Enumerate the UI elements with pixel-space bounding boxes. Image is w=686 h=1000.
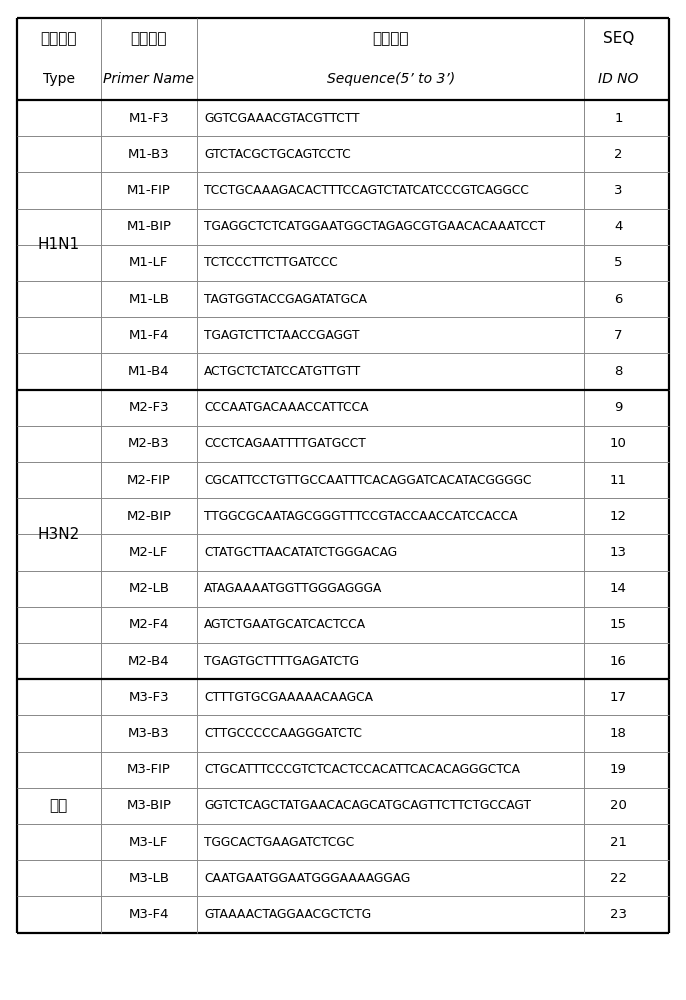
Text: H3N2: H3N2 (38, 527, 80, 542)
Text: CTGCATTTCCCGTCTCACTCCACATTCACACAGGGCTCA: CTGCATTTCCCGTCTCACTCCACATTCACACAGGGCTCA (204, 763, 520, 776)
Text: TTGGCGCAATAGCGGGTTTCCGTACCAACCATCCACCA: TTGGCGCAATAGCGGGTTTCCGTACCAACCATCCACCA (204, 510, 517, 523)
Text: TGGCACTGAAGATCTCGC: TGGCACTGAAGATCTCGC (204, 836, 354, 849)
Text: 15: 15 (610, 618, 627, 631)
Text: M2-F4: M2-F4 (128, 618, 169, 631)
Text: CTTTGTGCGAAAAACAAGCA: CTTTGTGCGAAAAACAAGCA (204, 691, 373, 704)
Text: H1N1: H1N1 (38, 237, 80, 252)
Text: 流感病毒: 流感病毒 (40, 31, 77, 46)
Text: M2-BIP: M2-BIP (126, 510, 172, 523)
Text: M2-B3: M2-B3 (128, 437, 169, 450)
Text: 乙流: 乙流 (49, 798, 68, 813)
Text: 6: 6 (614, 293, 622, 306)
Text: 3: 3 (614, 184, 623, 197)
Text: AGTCTGAATGCATCACTCCA: AGTCTGAATGCATCACTCCA (204, 618, 366, 631)
Text: M3-B3: M3-B3 (128, 727, 169, 740)
Text: CTTGCCCCCAAGGGATCTC: CTTGCCCCCAAGGGATCTC (204, 727, 362, 740)
Text: 12: 12 (610, 510, 627, 523)
Text: M2-LF: M2-LF (129, 546, 169, 559)
Text: GGTCTCAGCTATGAACACAGCATGCAGTTCTTCTGCCAGT: GGTCTCAGCTATGAACACAGCATGCAGTTCTTCTGCCAGT (204, 799, 531, 812)
Text: TCCTGCAAAGACACTTTCCAGTCTATCATCCCGTCAGGCC: TCCTGCAAAGACACTTTCCAGTCTATCATCCCGTCAGGCC (204, 184, 529, 197)
Text: TGAGGCTCTCATGGAATGGCTAGAGCGTGAACACAAATCCT: TGAGGCTCTCATGGAATGGCTAGAGCGTGAACACAAATCC… (204, 220, 545, 233)
Text: 18: 18 (610, 727, 627, 740)
Text: 11: 11 (610, 474, 627, 487)
Text: 2: 2 (614, 148, 623, 161)
Text: TAGTGGTACCGAGATATGCA: TAGTGGTACCGAGATATGCA (204, 293, 367, 306)
Text: CCCTCAGAATTTTGATGCCT: CCCTCAGAATTTTGATGCCT (204, 437, 366, 450)
Text: CAATGAATGGAATGGGAAAAGGAG: CAATGAATGGAATGGGAAAAGGAG (204, 872, 410, 885)
Text: CGCATTCCTGTTGCCAATTTCACAGGATCACATACGGGGC: CGCATTCCTGTTGCCAATTTCACAGGATCACATACGGGGC (204, 474, 532, 487)
Text: SEQ: SEQ (603, 31, 634, 46)
Text: M3-LB: M3-LB (128, 872, 169, 885)
Text: M2-F3: M2-F3 (128, 401, 169, 414)
Text: TCTCCCTTCTTGATCCC: TCTCCCTTCTTGATCCC (204, 256, 338, 269)
Text: ATAGAAAATGGTTGGGAGGGA: ATAGAAAATGGTTGGGAGGGA (204, 582, 382, 595)
Text: CCCAATGACAAACCATTCCA: CCCAATGACAAACCATTCCA (204, 401, 368, 414)
Text: GTAAAACTAGGAACGCTCTG: GTAAAACTAGGAACGCTCTG (204, 908, 371, 921)
Text: 8: 8 (614, 365, 622, 378)
Text: M1-F3: M1-F3 (128, 112, 169, 125)
Text: M3-FIP: M3-FIP (127, 763, 171, 776)
Text: 序列信息: 序列信息 (372, 31, 409, 46)
Text: M3-LF: M3-LF (129, 836, 169, 849)
Text: 7: 7 (614, 329, 623, 342)
Text: ACTGCTCTATCCATGTTGTT: ACTGCTCTATCCATGTTGTT (204, 365, 361, 378)
Text: M1-B4: M1-B4 (128, 365, 169, 378)
Text: Type: Type (43, 72, 75, 86)
Text: M1-BIP: M1-BIP (126, 220, 172, 233)
Text: GTCTACGCTGCAGTCCTC: GTCTACGCTGCAGTCCTC (204, 148, 351, 161)
Text: Sequence(5’ to 3’): Sequence(5’ to 3’) (327, 72, 455, 86)
Text: Primer Name: Primer Name (104, 72, 194, 86)
Text: M3-BIP: M3-BIP (126, 799, 172, 812)
Text: 1: 1 (614, 112, 623, 125)
Text: 引物名称: 引物名称 (130, 31, 167, 46)
Text: 17: 17 (610, 691, 627, 704)
Text: 10: 10 (610, 437, 627, 450)
Text: TGAGTGCTTTTGAGATCTG: TGAGTGCTTTTGAGATCTG (204, 655, 359, 668)
Text: 13: 13 (610, 546, 627, 559)
Text: CTATGCTTAACATATCTGGGACAG: CTATGCTTAACATATCTGGGACAG (204, 546, 397, 559)
Text: 5: 5 (614, 256, 623, 269)
Text: 23: 23 (610, 908, 627, 921)
Text: 16: 16 (610, 655, 627, 668)
Text: M2-LB: M2-LB (128, 582, 169, 595)
Text: 19: 19 (610, 763, 627, 776)
Text: 21: 21 (610, 836, 627, 849)
Text: 9: 9 (614, 401, 622, 414)
Text: M1-F4: M1-F4 (128, 329, 169, 342)
Text: M1-B3: M1-B3 (128, 148, 169, 161)
Text: M3-F3: M3-F3 (128, 691, 169, 704)
Text: 14: 14 (610, 582, 627, 595)
Text: 22: 22 (610, 872, 627, 885)
Text: GGTCGAAACGTACGTTCTT: GGTCGAAACGTACGTTCTT (204, 112, 359, 125)
Text: M2-B4: M2-B4 (128, 655, 169, 668)
Text: M1-LF: M1-LF (129, 256, 169, 269)
Text: M2-FIP: M2-FIP (127, 474, 171, 487)
Text: M1-LB: M1-LB (128, 293, 169, 306)
Text: M3-F4: M3-F4 (128, 908, 169, 921)
Text: ID NO: ID NO (598, 72, 639, 86)
Text: 20: 20 (610, 799, 627, 812)
Text: TGAGTCTTCTAACCGAGGT: TGAGTCTTCTAACCGAGGT (204, 329, 359, 342)
Text: M1-FIP: M1-FIP (127, 184, 171, 197)
Text: 4: 4 (614, 220, 622, 233)
